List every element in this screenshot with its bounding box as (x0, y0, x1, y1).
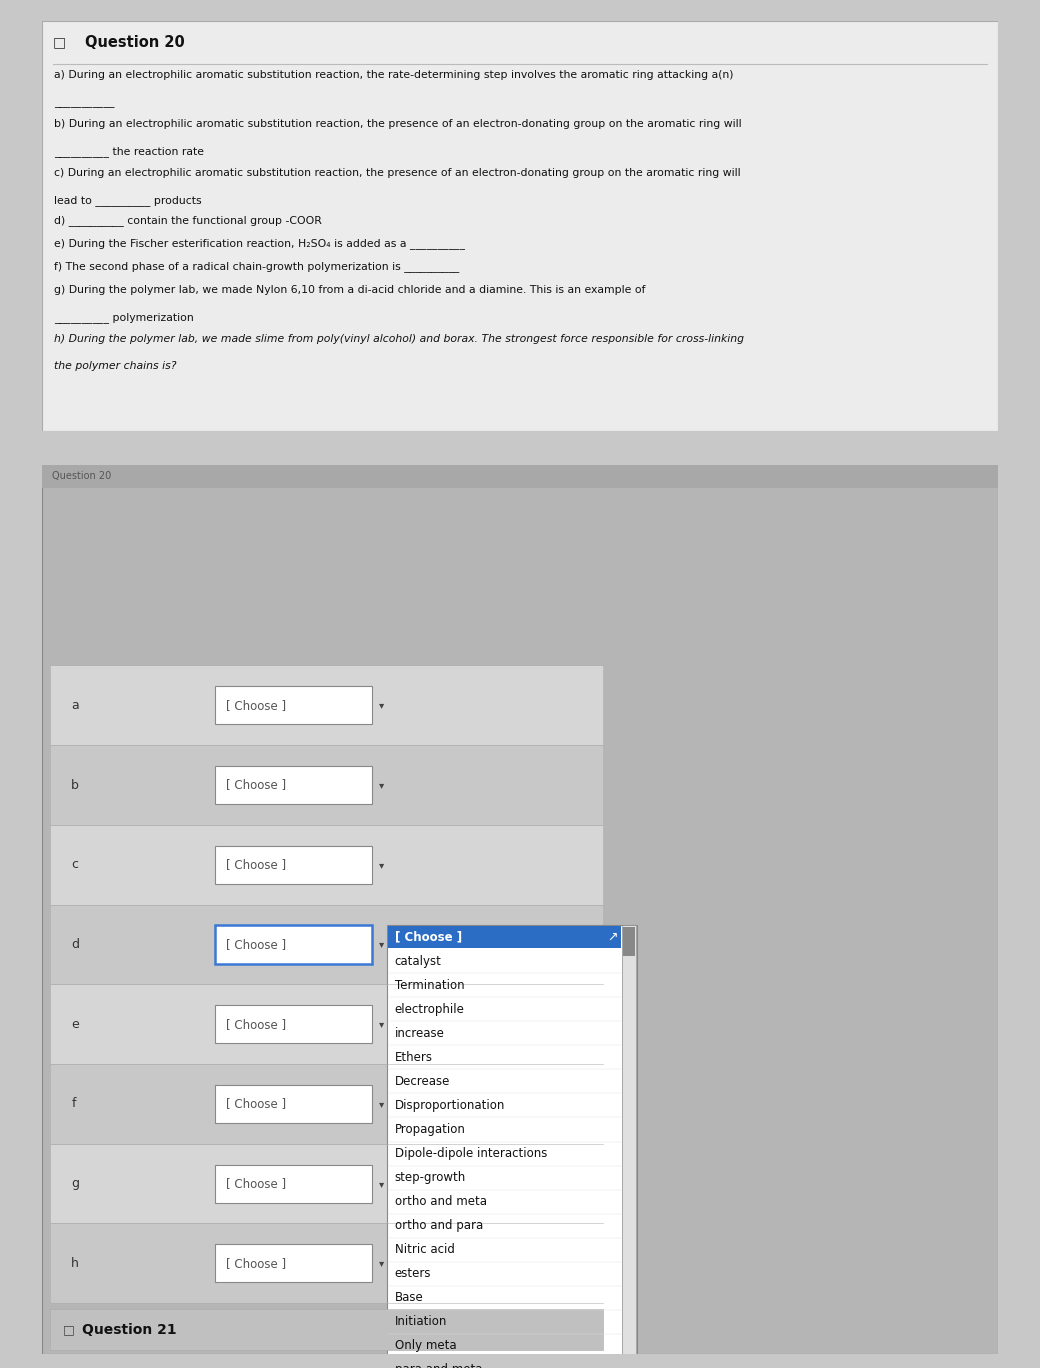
Text: ▾: ▾ (379, 1179, 384, 1189)
Text: lead to __________ products: lead to __________ products (54, 196, 202, 205)
Text: Initiation: Initiation (394, 1315, 447, 1328)
Text: Base: Base (394, 1291, 423, 1304)
Bar (388, 926, 621, 948)
Text: [ Choose ]: [ Choose ] (226, 1018, 286, 1030)
Bar (215, 845, 372, 884)
Text: □: □ (53, 36, 67, 49)
Bar (622, 925, 635, 1368)
Bar (215, 1085, 372, 1123)
Bar (215, 1164, 372, 1202)
Text: f: f (72, 1097, 76, 1111)
Text: [ Choose ]: [ Choose ] (226, 1257, 286, 1270)
Bar (50, 1309, 603, 1350)
Bar (42, 465, 998, 487)
Text: step-growth: step-growth (394, 1171, 466, 1185)
Text: Termination: Termination (394, 979, 464, 992)
Text: ▾: ▾ (379, 700, 384, 710)
Bar (215, 1245, 372, 1282)
Text: e) During the Fischer esterification reaction, H₂SO₄ is added as a __________: e) During the Fischer esterification rea… (54, 238, 465, 249)
Text: □: □ (62, 1323, 75, 1337)
Text: Question 20: Question 20 (84, 36, 184, 49)
Bar (215, 925, 372, 963)
Text: Question 20: Question 20 (52, 472, 111, 482)
Text: a) During an electrophilic aromatic substitution reaction, the rate-determining : a) During an electrophilic aromatic subs… (54, 70, 733, 79)
Text: ▾: ▾ (379, 1099, 384, 1109)
Bar (215, 687, 372, 725)
Bar (50, 1144, 603, 1223)
Text: Decrease: Decrease (394, 1075, 450, 1088)
Text: __________ the reaction rate: __________ the reaction rate (54, 146, 204, 156)
Text: ↗: ↗ (607, 930, 618, 944)
Bar (50, 825, 603, 904)
Text: [ Choose ]: [ Choose ] (226, 778, 286, 792)
Bar (50, 665, 603, 746)
Bar (623, 928, 634, 956)
Text: ortho and para: ortho and para (394, 1219, 483, 1233)
Text: Propagation: Propagation (394, 1123, 466, 1135)
Text: Dipole-dipole interactions: Dipole-dipole interactions (394, 1146, 547, 1160)
Text: d: d (72, 938, 79, 951)
Text: [ Choose ]: [ Choose ] (226, 858, 286, 871)
Text: __________ polymerization: __________ polymerization (54, 312, 193, 323)
Text: ▾: ▾ (379, 1259, 384, 1268)
Text: c: c (72, 858, 78, 871)
Text: para and meta: para and meta (394, 1363, 483, 1368)
Text: [ Choose ]: [ Choose ] (394, 930, 462, 944)
Text: ▾: ▾ (379, 780, 384, 791)
Text: ▾: ▾ (379, 1019, 384, 1029)
Text: b) During an electrophilic aromatic substitution reaction, the presence of an el: b) During an electrophilic aromatic subs… (54, 119, 742, 129)
Text: esters: esters (394, 1267, 431, 1280)
Text: ▾: ▾ (379, 940, 384, 949)
Bar (50, 904, 603, 985)
Bar (50, 1064, 603, 1144)
Bar (387, 925, 636, 1368)
Text: ortho and meta: ortho and meta (394, 1196, 487, 1208)
Text: h: h (72, 1257, 79, 1270)
Text: the polymer chains is?: the polymer chains is? (54, 361, 177, 371)
Text: [ Choose ]: [ Choose ] (226, 938, 286, 951)
Text: a: a (72, 699, 79, 711)
Text: c) During an electrophilic aromatic substitution reaction, the presence of an el: c) During an electrophilic aromatic subs… (54, 168, 740, 178)
Text: h) During the polymer lab, we made slime from poly(vinyl alcohol) and borax. The: h) During the polymer lab, we made slime… (54, 334, 744, 345)
Text: [ Choose ]: [ Choose ] (226, 1176, 286, 1190)
Text: Disproportionation: Disproportionation (394, 1099, 505, 1112)
Text: Question 21: Question 21 (82, 1323, 177, 1337)
Text: Only meta: Only meta (394, 1339, 457, 1352)
Text: g: g (72, 1176, 79, 1190)
Text: b: b (72, 778, 79, 792)
Text: ___________: ___________ (54, 98, 114, 108)
Text: f) The second phase of a radical chain-growth polymerization is __________: f) The second phase of a radical chain-g… (54, 261, 460, 271)
Text: Ethers: Ethers (394, 1051, 433, 1064)
Text: electrophile: electrophile (394, 1003, 465, 1016)
Text: catalyst: catalyst (394, 955, 441, 969)
Text: e: e (72, 1018, 79, 1030)
Text: ▾: ▾ (379, 859, 384, 870)
Bar (50, 746, 603, 825)
Text: d) __________ contain the functional group -COOR: d) __________ contain the functional gro… (54, 216, 322, 226)
Text: g) During the polymer lab, we made Nylon 6,10 from a di-acid chloride and a diam: g) During the polymer lab, we made Nylon… (54, 286, 646, 295)
Text: [ Choose ]: [ Choose ] (226, 699, 286, 711)
Bar (50, 1223, 603, 1304)
Text: Nitric acid: Nitric acid (394, 1244, 454, 1256)
Bar (215, 766, 372, 804)
Bar (50, 985, 603, 1064)
Bar (215, 1005, 372, 1044)
Text: [ Choose ]: [ Choose ] (226, 1097, 286, 1111)
Text: increase: increase (394, 1027, 444, 1040)
